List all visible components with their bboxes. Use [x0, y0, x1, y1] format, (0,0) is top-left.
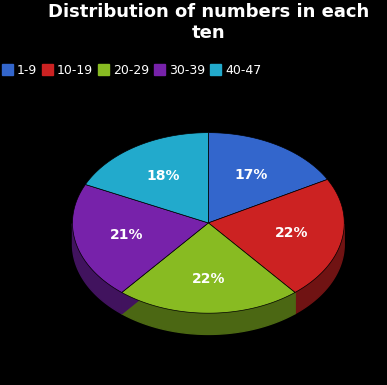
Polygon shape	[208, 223, 295, 314]
Text: 21%: 21%	[110, 228, 143, 242]
Polygon shape	[72, 184, 208, 293]
Polygon shape	[122, 223, 208, 314]
Polygon shape	[86, 133, 208, 223]
Text: 18%: 18%	[146, 169, 180, 182]
Polygon shape	[122, 223, 208, 314]
Polygon shape	[122, 293, 295, 335]
Title: Distribution of numbers in each
ten: Distribution of numbers in each ten	[48, 3, 369, 42]
Polygon shape	[208, 133, 327, 223]
Text: 22%: 22%	[192, 272, 225, 286]
Text: 17%: 17%	[235, 168, 268, 182]
Polygon shape	[72, 224, 122, 314]
Text: 22%: 22%	[274, 226, 308, 240]
Legend: 1-9, 10-19, 20-29, 30-39, 40-47: 1-9, 10-19, 20-29, 30-39, 40-47	[0, 59, 266, 82]
Polygon shape	[208, 223, 295, 314]
Polygon shape	[122, 223, 295, 313]
Polygon shape	[295, 224, 344, 314]
Polygon shape	[208, 179, 344, 293]
